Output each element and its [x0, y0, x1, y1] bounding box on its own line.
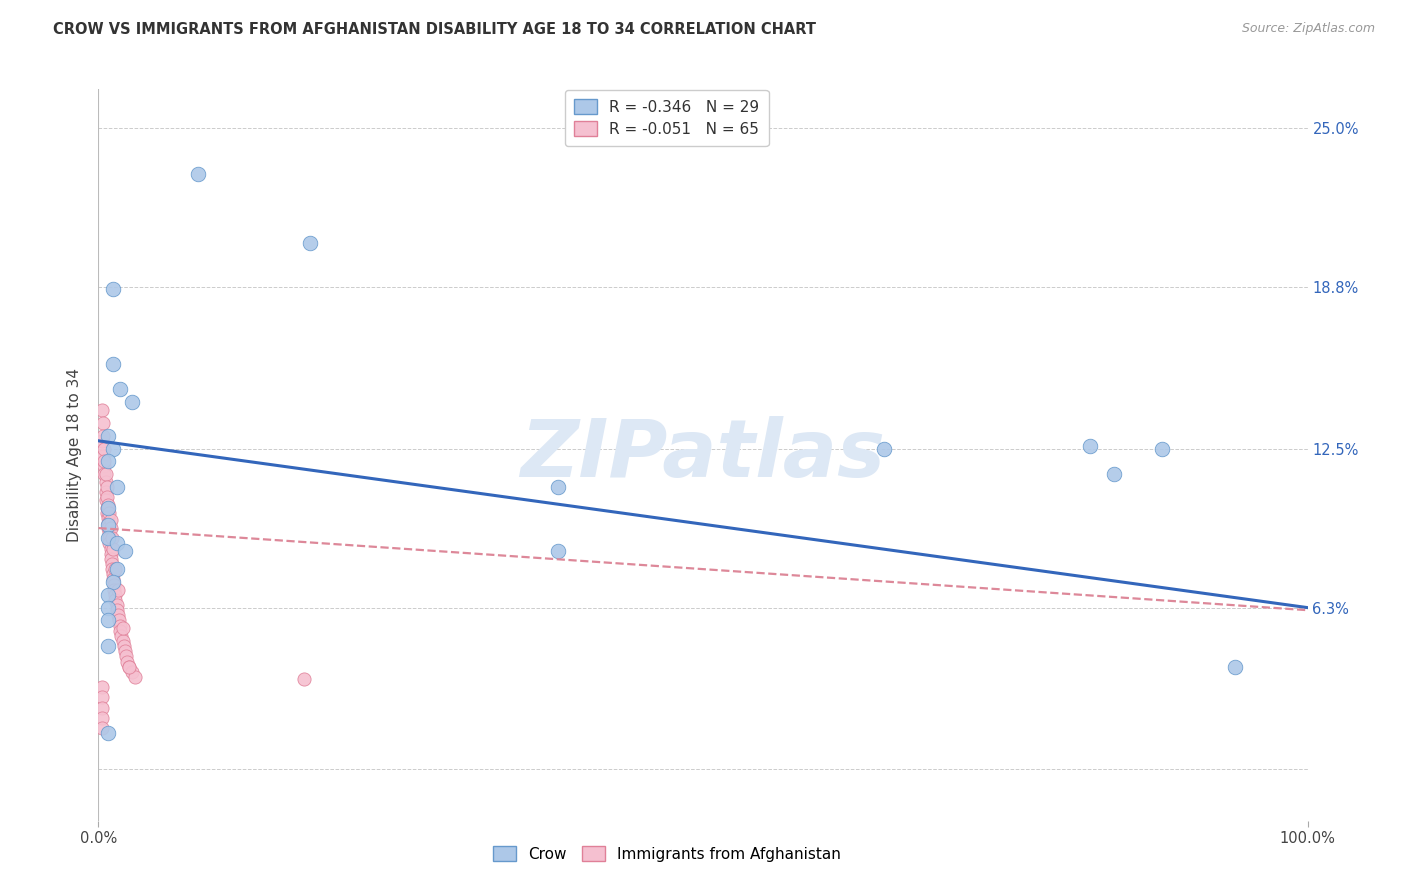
Text: Source: ZipAtlas.com: Source: ZipAtlas.com	[1241, 22, 1375, 36]
Point	[114, 544, 136, 558]
Point	[91, 711, 114, 725]
Point	[91, 700, 114, 714]
Point	[100, 557, 122, 571]
Point	[100, 513, 122, 527]
Point	[97, 500, 120, 515]
Point	[187, 167, 209, 181]
Point	[101, 442, 124, 456]
Point	[91, 690, 114, 705]
Point	[103, 582, 125, 597]
Point	[1078, 439, 1101, 453]
Point	[105, 603, 128, 617]
Y-axis label: Disability Age 18 to 34: Disability Age 18 to 34	[67, 368, 83, 542]
Point	[100, 547, 122, 561]
Point	[93, 467, 115, 482]
Point	[94, 485, 117, 500]
Point	[103, 577, 125, 591]
Point	[91, 680, 114, 694]
Point	[108, 614, 131, 628]
Point	[100, 562, 122, 576]
Point	[94, 467, 117, 482]
Point	[112, 639, 135, 653]
Point	[110, 629, 132, 643]
Legend: Crow, Immigrants from Afghanistan: Crow, Immigrants from Afghanistan	[486, 839, 846, 868]
Point	[98, 506, 121, 520]
Point	[105, 536, 128, 550]
Point	[108, 618, 131, 632]
Point	[96, 490, 118, 504]
Point	[873, 442, 896, 456]
Point	[124, 670, 146, 684]
Point	[101, 567, 124, 582]
Point	[97, 454, 120, 468]
Point	[91, 428, 114, 442]
Point	[121, 395, 143, 409]
Point	[91, 434, 114, 448]
Point	[97, 510, 120, 524]
Point	[111, 634, 134, 648]
Point	[111, 621, 134, 635]
Point	[104, 562, 127, 576]
Point	[94, 475, 117, 489]
Point	[98, 536, 121, 550]
Point	[98, 532, 121, 546]
Point	[299, 236, 322, 251]
Point	[108, 383, 131, 397]
Point	[117, 655, 139, 669]
Point	[97, 639, 120, 653]
Point	[97, 518, 120, 533]
Point	[547, 480, 569, 494]
Point	[98, 526, 121, 541]
Point	[101, 282, 124, 296]
Text: CROW VS IMMIGRANTS FROM AFGHANISTAN DISABILITY AGE 18 TO 34 CORRELATION CHART: CROW VS IMMIGRANTS FROM AFGHANISTAN DISA…	[53, 22, 817, 37]
Point	[101, 357, 124, 371]
Point	[100, 552, 122, 566]
Point	[97, 532, 120, 546]
Point	[107, 608, 129, 623]
Point	[94, 492, 117, 507]
Point	[97, 588, 120, 602]
Point	[93, 454, 115, 468]
Point	[114, 644, 136, 658]
Point	[91, 416, 114, 430]
Point	[108, 624, 131, 638]
Point	[97, 726, 120, 740]
Point	[107, 582, 129, 597]
Point	[97, 600, 120, 615]
Point	[91, 721, 114, 735]
Point	[121, 665, 143, 679]
Point	[93, 459, 115, 474]
Point	[105, 480, 128, 494]
Point	[118, 659, 141, 673]
Point	[100, 532, 122, 546]
Point	[100, 521, 122, 535]
Point	[96, 480, 118, 494]
Point	[97, 614, 120, 628]
Point	[96, 506, 118, 520]
Point	[97, 521, 120, 535]
Point	[97, 428, 120, 442]
Point	[1152, 442, 1174, 456]
Text: ZIPatlas: ZIPatlas	[520, 416, 886, 494]
Point	[91, 403, 114, 417]
Point	[118, 659, 141, 673]
Point	[100, 541, 122, 556]
Point	[97, 498, 120, 512]
Point	[104, 593, 127, 607]
Point	[91, 449, 114, 463]
Point	[101, 541, 124, 556]
Point	[101, 574, 124, 589]
Point	[105, 562, 128, 576]
Point	[96, 500, 118, 515]
Point	[115, 649, 138, 664]
Point	[1102, 467, 1125, 482]
Point	[97, 516, 120, 530]
Point	[1223, 659, 1246, 673]
Point	[547, 544, 569, 558]
Point	[93, 442, 115, 456]
Point	[292, 673, 315, 687]
Point	[104, 588, 127, 602]
Point	[101, 573, 124, 587]
Point	[105, 598, 128, 612]
